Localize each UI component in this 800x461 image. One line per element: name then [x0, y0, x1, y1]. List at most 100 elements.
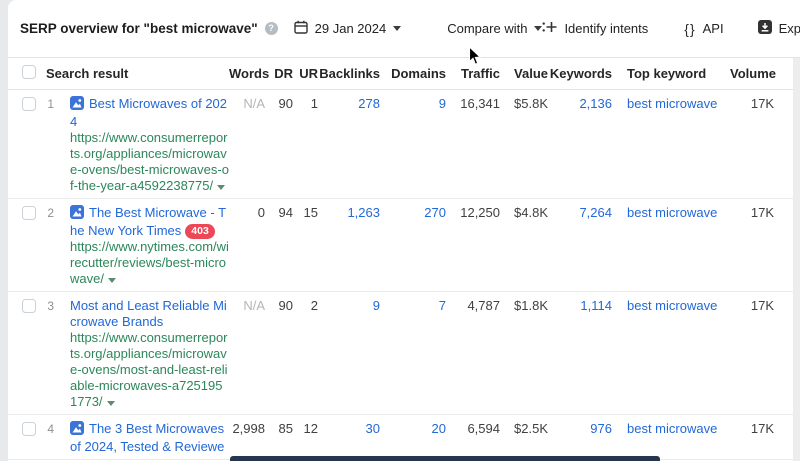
identify-intents-button[interactable]: Identify intents [542, 20, 648, 37]
domains-link[interactable]: 9 [438, 96, 446, 111]
column-header-dr[interactable]: DR [265, 57, 293, 90]
traffic-value: 4,787 [446, 291, 500, 415]
keywords-link[interactable]: 7,264 [579, 205, 612, 220]
backlinks-link[interactable]: 9 [372, 298, 380, 313]
column-header-value[interactable]: Value [500, 57, 548, 90]
value-value: $2.5K [500, 414, 548, 460]
http-status-badge: 403 [185, 224, 215, 239]
result-rank: 3 [44, 291, 58, 415]
site-favicon-icon [70, 421, 84, 439]
column-header-keywords[interactable]: Keywords [548, 57, 612, 90]
keywords-link[interactable]: 976 [590, 421, 612, 436]
volume-value: 17K [730, 414, 800, 460]
help-icon[interactable]: ? [264, 22, 278, 35]
compare-with-label: Compare with [447, 21, 528, 36]
ur-value: 12 [293, 414, 318, 460]
api-label: API [702, 21, 724, 36]
top-keyword-link[interactable]: best microwave [627, 298, 718, 313]
url-expand-caret-icon[interactable] [107, 278, 116, 283]
traffic-value: 16,341 [446, 89, 500, 199]
traffic-value: 6,594 [446, 414, 500, 460]
identify-intents-label: Identify intents [564, 21, 649, 36]
column-header-backlinks[interactable]: Backlinks [318, 57, 380, 90]
backlinks-link[interactable]: 30 [365, 421, 380, 436]
ur-value: 1 [293, 89, 318, 199]
date-picker-button[interactable]: 29 Jan 2024 [293, 20, 402, 37]
result-url: https://www.nytimes.com/wirecutter/revie… [70, 239, 229, 286]
result-title-line: The 3 Best Microwaves of 2024, Tested & … [70, 421, 229, 455]
backlinks-link[interactable]: 1,263 [347, 205, 380, 220]
serp-overview-panel: SERP overview for "best microwave" ? 29 … [8, 0, 800, 461]
keywords-link[interactable]: 2,136 [579, 96, 612, 111]
traffic-value: 12,250 [446, 198, 500, 292]
column-header-ur[interactable]: UR [293, 57, 318, 90]
curly-braces-icon: {} [684, 20, 696, 37]
keywords-link[interactable]: 1,114 [580, 298, 612, 313]
table-row: 4 The 3 Best Microwaves of 2024, Tested … [8, 414, 800, 460]
row-checkbox[interactable] [22, 97, 36, 111]
column-header-volume[interactable]: Volume [730, 57, 800, 90]
page-title: SERP overview for "best microwave" [20, 21, 258, 36]
site-favicon-icon [70, 96, 84, 114]
column-header-domains[interactable]: Domains [380, 57, 446, 90]
calendar-icon [293, 20, 308, 37]
top-keyword-link[interactable]: best microwave [627, 96, 718, 111]
result-title-line: Most and Least Reliable Microwave Brands [70, 298, 229, 330]
ur-value: 15 [293, 198, 318, 292]
table-row: 1 Best Microwaves of 2024 https://www.co… [8, 89, 800, 199]
column-header-words[interactable]: Words [229, 57, 269, 90]
chevron-down-icon [393, 26, 402, 31]
dr-value: 94 [265, 198, 293, 292]
column-header-traffic[interactable]: Traffic [446, 57, 500, 90]
table-row: 3 Most and Least Reliable Microwave Bran… [8, 291, 800, 415]
table-header-row: Search result Words DR UR Backlinks Doma… [8, 57, 800, 90]
result-rank: 2 [44, 198, 58, 292]
select-all-checkbox[interactable] [22, 65, 36, 79]
words-value: N/A [229, 89, 265, 199]
url-expand-caret-icon[interactable] [106, 401, 115, 406]
date-picker-label: 29 Jan 2024 [314, 21, 387, 36]
result-rank: 4 [44, 414, 58, 460]
vertical-scrollbar-track[interactable] [793, 58, 800, 461]
dr-value: 85 [265, 414, 293, 460]
value-value: $5.8K [500, 89, 548, 199]
top-keyword-link[interactable]: best microwave [627, 205, 718, 220]
api-button[interactable]: {} API [684, 21, 723, 37]
top-keyword-link[interactable]: best microwave [627, 421, 718, 436]
chevron-down-icon [534, 26, 543, 31]
site-favicon-icon [70, 205, 84, 223]
words-value: 2,998 [229, 414, 265, 460]
row-checkbox[interactable] [22, 299, 36, 313]
column-header-search-result[interactable]: Search result [44, 57, 229, 90]
dr-value: 90 [265, 89, 293, 199]
dr-value: 90 [265, 291, 293, 415]
domains-link[interactable]: 20 [431, 421, 446, 436]
words-value: 0 [229, 198, 265, 292]
sparkle-plus-icon [542, 20, 557, 37]
table-row: 2 The Best Microwave - The New York Time… [8, 198, 800, 292]
compare-with-button[interactable]: Compare with [447, 21, 543, 36]
result-title-link[interactable]: The 3 Best Microwaves of 2024, Tested & … [70, 421, 225, 454]
url-expand-caret-icon[interactable] [217, 185, 226, 190]
result-title-link[interactable]: Best Microwaves of 2024 [70, 96, 228, 129]
domains-link[interactable]: 270 [424, 205, 446, 220]
result-url: https://www.consumerreports.org/applianc… [70, 130, 229, 193]
result-rank: 1 [44, 89, 58, 199]
backlinks-link[interactable]: 278 [358, 96, 380, 111]
result-title-link[interactable]: The Best Microwave - The New York Times [70, 205, 227, 238]
column-header-top-keyword[interactable]: Top keyword [612, 57, 730, 90]
volume-value: 17K [730, 198, 800, 292]
volume-value: 17K [730, 89, 800, 199]
row-checkbox[interactable] [22, 422, 36, 436]
ur-value: 2 [293, 291, 318, 415]
row-checkbox[interactable] [22, 206, 36, 220]
export-button[interactable]: Export [757, 20, 800, 37]
download-icon [757, 20, 772, 37]
horizontal-scrollbar-thumb[interactable] [230, 456, 660, 461]
domains-link[interactable]: 7 [438, 298, 446, 313]
words-value: N/A [229, 291, 265, 415]
table-body: 1 Best Microwaves of 2024 https://www.co… [8, 89, 800, 460]
result-url: https://www.consumerreports.org/applianc… [70, 330, 228, 409]
result-title-line: The Best Microwave - The New York Times 4… [70, 205, 229, 239]
result-title-link[interactable]: Most and Least Reliable Microwave Brands [70, 298, 227, 329]
